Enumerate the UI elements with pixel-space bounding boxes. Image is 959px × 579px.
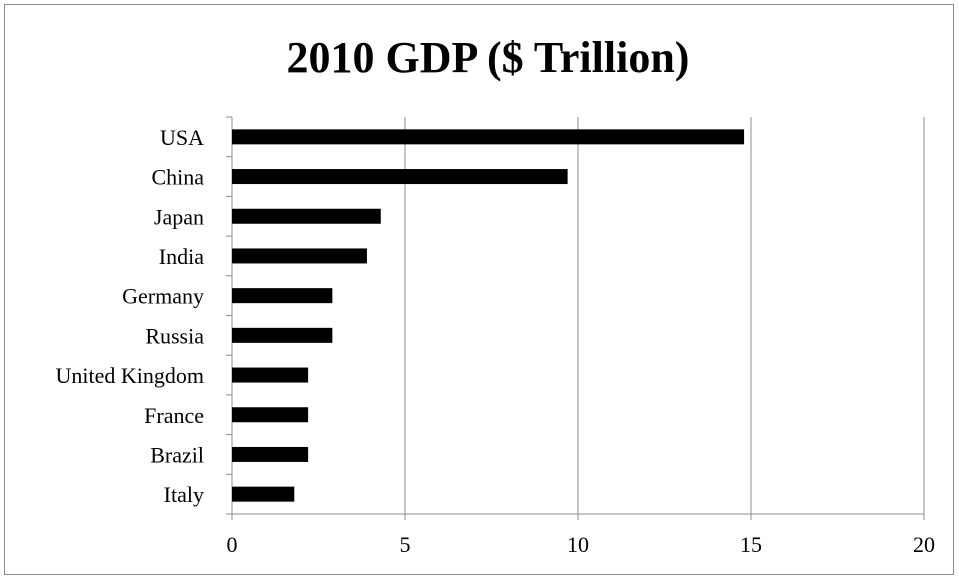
category-label: Japan bbox=[154, 204, 204, 229]
x-tick-label: 15 bbox=[740, 532, 762, 557]
x-tick-label: 10 bbox=[567, 532, 589, 557]
chart-frame bbox=[4, 4, 954, 575]
bar-germany bbox=[232, 288, 333, 304]
category-label: Russia bbox=[145, 323, 204, 348]
bar-russia bbox=[232, 327, 333, 343]
bar-china bbox=[232, 169, 568, 185]
bars bbox=[232, 129, 745, 502]
category-label: Brazil bbox=[150, 442, 204, 467]
category-label: USA bbox=[160, 125, 204, 150]
bar-brazil bbox=[232, 446, 309, 462]
category-label: France bbox=[144, 403, 204, 428]
bar-united-kingdom bbox=[232, 367, 309, 383]
chart-title: 2010 GDP ($ Trillion) bbox=[287, 33, 690, 82]
category-label: India bbox=[159, 244, 204, 269]
x-tick-label: 20 bbox=[913, 532, 935, 557]
bar-india bbox=[232, 248, 367, 264]
x-tick-label: 0 bbox=[227, 532, 238, 557]
category-label: China bbox=[151, 165, 204, 190]
category-label: Germany bbox=[122, 284, 204, 309]
category-label: Italy bbox=[164, 482, 204, 507]
bar-italy bbox=[232, 486, 295, 502]
x-tick-label: 5 bbox=[400, 532, 411, 557]
bar-usa bbox=[232, 129, 745, 145]
bar-japan bbox=[232, 208, 381, 224]
bar-france bbox=[232, 407, 309, 423]
category-label: United Kingdom bbox=[56, 363, 205, 388]
category-labels: USA China Japan India Germany Russia United Ki… bbox=[56, 125, 205, 507]
x-tick-labels: 0 5 10 15 20 bbox=[227, 532, 936, 557]
